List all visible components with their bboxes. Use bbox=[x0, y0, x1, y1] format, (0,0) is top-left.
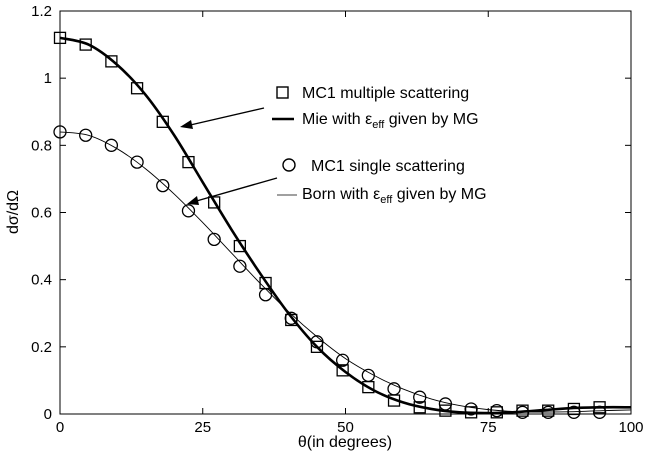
x-tick-label: 0 bbox=[56, 419, 64, 436]
y-tick-label: 1.2 bbox=[31, 3, 52, 20]
legend-mie-before: Mie with bbox=[302, 111, 365, 128]
x-tick-label: 100 bbox=[618, 419, 643, 436]
y-tick-label: 0.8 bbox=[31, 137, 52, 154]
y-tick-label: 0.4 bbox=[31, 272, 52, 289]
y-tick-label: 0.6 bbox=[31, 205, 52, 222]
y-tick-label: 0.2 bbox=[31, 339, 52, 356]
legend-label-mc1-single: MC1 single scattering bbox=[311, 158, 465, 175]
x-tick-label: 75 bbox=[480, 419, 497, 436]
y-tick-label: 0 bbox=[44, 406, 52, 423]
legend-born-before: Born with bbox=[302, 186, 373, 203]
legend-mie-sub: eff bbox=[372, 119, 385, 131]
y-axis-label: dσ/dΩ bbox=[5, 190, 22, 234]
x-tick-label: 25 bbox=[194, 419, 211, 436]
legend-born-eps: ε bbox=[373, 186, 380, 203]
legend-born-sub: eff bbox=[380, 194, 393, 206]
legend-mie-eps: ε bbox=[365, 111, 372, 128]
legend-mie-after: given by MG bbox=[384, 111, 478, 128]
x-axis-label: θ(in degrees) bbox=[298, 434, 392, 451]
legend-born-after: given by MG bbox=[392, 186, 486, 203]
y-tick-label: 1 bbox=[44, 70, 52, 87]
legend-label-mc1-multiple: MC1 multiple scattering bbox=[302, 85, 469, 102]
